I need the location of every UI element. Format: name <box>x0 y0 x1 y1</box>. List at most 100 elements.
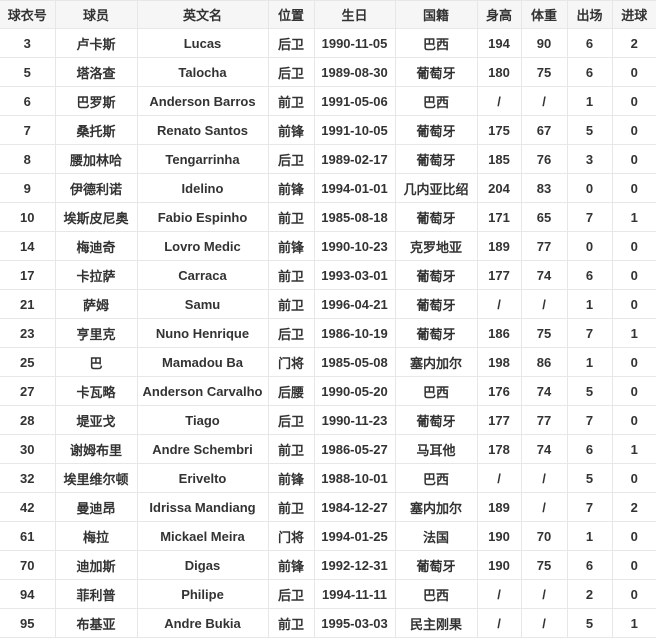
cell-appearances: 1 <box>566 86 613 116</box>
cell-nationality: 法国 <box>394 521 478 551</box>
cell-appearances: 1 <box>566 289 613 319</box>
cell-jersey-number: 14 <box>0 231 56 261</box>
cell-player-name: 卡瓦略 <box>54 376 138 406</box>
cell-birthday: 1989-08-30 <box>313 57 396 87</box>
cell-position: 后卫 <box>267 318 315 348</box>
cell-birthday: 1994-11-11 <box>313 579 396 609</box>
cell-english-name: Digas <box>136 550 269 580</box>
cell-birthday: 1986-05-27 <box>313 434 396 464</box>
col-header-birthday: 生日 <box>313 0 396 29</box>
cell-nationality: 塞内加尔 <box>394 347 478 377</box>
table-row: 3 卢卡斯 Lucas 后卫 1990-11-05 巴西 194 90 6 2 <box>0 28 656 58</box>
cell-goals: 0 <box>611 289 656 319</box>
cell-birthday: 1991-05-06 <box>313 86 396 116</box>
cell-english-name: Mamadou Ba <box>136 347 269 377</box>
cell-nationality: 葡萄牙 <box>394 202 478 232</box>
cell-birthday: 1996-04-21 <box>313 289 396 319</box>
cell-english-name: Lovro Medic <box>136 231 269 261</box>
cell-birthday: 1994-01-01 <box>313 173 396 203</box>
cell-weight: / <box>520 579 568 609</box>
cell-nationality: 几内亚比绍 <box>394 173 478 203</box>
cell-position: 后卫 <box>267 57 315 87</box>
cell-nationality: 巴西 <box>394 376 478 406</box>
cell-jersey-number: 42 <box>0 492 56 522</box>
cell-height: 189 <box>476 231 522 261</box>
table-row: 42 曼迪昂 Idrissa Mandiang 前卫 1984-12-27 塞内加尔 189… <box>0 492 656 522</box>
col-header-english-name: 英文名 <box>136 0 269 29</box>
cell-player-name: 菲利普 <box>54 579 138 609</box>
cell-player-name: 腰加林哈 <box>54 144 138 174</box>
cell-player-name: 曼迪昂 <box>54 492 138 522</box>
cell-player-name: 迪加斯 <box>54 550 138 580</box>
cell-birthday: 1990-05-20 <box>313 376 396 406</box>
cell-nationality: 巴西 <box>394 28 478 58</box>
cell-nationality: 葡萄牙 <box>394 289 478 319</box>
cell-nationality: 葡萄牙 <box>394 550 478 580</box>
cell-player-name: 伊德利诺 <box>54 173 138 203</box>
cell-weight: 77 <box>520 405 568 435</box>
cell-jersey-number: 17 <box>0 260 56 290</box>
cell-english-name: Talocha <box>136 57 269 87</box>
cell-jersey-number: 61 <box>0 521 56 551</box>
col-header-height: 身高 <box>476 0 522 29</box>
cell-player-name: 巴 <box>54 347 138 377</box>
cell-player-name: 埃里维尔顿 <box>54 463 138 493</box>
cell-jersey-number: 21 <box>0 289 56 319</box>
cell-appearances: 3 <box>566 144 613 174</box>
table-row: 95 布基亚 Andre Bukia 前卫 1995-03-03 民主刚果 //5 1 <box>0 608 656 638</box>
table-row: 9 伊德利诺 Idelino 前锋 1994-01-01 几内亚比绍 204 83 0 0 <box>0 173 656 203</box>
cell-appearances: 0 <box>566 173 613 203</box>
cell-birthday: 1989-02-17 <box>313 144 396 174</box>
cell-height: / <box>476 289 522 319</box>
cell-jersey-number: 30 <box>0 434 56 464</box>
cell-english-name: Carraca <box>136 260 269 290</box>
cell-appearances: 7 <box>566 492 613 522</box>
table-row: 27 卡瓦略 Anderson Carvalho 后腰 1990-05-20 巴西 176 7… <box>0 376 656 406</box>
cell-height: 198 <box>476 347 522 377</box>
cell-player-name: 卢卡斯 <box>54 28 138 58</box>
cell-nationality: 塞内加尔 <box>394 492 478 522</box>
cell-jersey-number: 23 <box>0 318 56 348</box>
cell-height: / <box>476 463 522 493</box>
cell-jersey-number: 6 <box>0 86 56 116</box>
cell-nationality: 葡萄牙 <box>394 57 478 87</box>
cell-goals: 1 <box>611 202 656 232</box>
cell-weight: 74 <box>520 376 568 406</box>
cell-height: 190 <box>476 521 522 551</box>
cell-height: 171 <box>476 202 522 232</box>
cell-height: / <box>476 86 522 116</box>
cell-height: 177 <box>476 405 522 435</box>
cell-birthday: 1991-10-05 <box>313 115 396 145</box>
cell-position: 前卫 <box>267 608 315 638</box>
cell-weight: 67 <box>520 115 568 145</box>
cell-appearances: 0 <box>566 231 613 261</box>
cell-nationality: 民主刚果 <box>394 608 478 638</box>
cell-appearances: 6 <box>566 57 613 87</box>
cell-nationality: 巴西 <box>394 463 478 493</box>
cell-english-name: Anderson Carvalho <box>136 376 269 406</box>
cell-height: 185 <box>476 144 522 174</box>
cell-height: 177 <box>476 260 522 290</box>
cell-appearances: 6 <box>566 28 613 58</box>
cell-nationality: 葡萄牙 <box>394 260 478 290</box>
col-header-jersey-number: 球衣号 <box>0 0 56 29</box>
table-row: 32 埃里维尔顿 Erivelto 前锋 1988-10-01 巴西 //5 0 <box>0 463 656 493</box>
cell-height: 176 <box>476 376 522 406</box>
cell-birthday: 1993-03-01 <box>313 260 396 290</box>
cell-goals: 0 <box>611 347 656 377</box>
col-header-position: 位置 <box>267 0 315 29</box>
table-row: 14 梅迪奇 Lovro Medic 前锋 1990-10-23 克罗地亚 189 77 0 0 <box>0 231 656 261</box>
cell-goals: 0 <box>611 173 656 203</box>
cell-goals: 0 <box>611 376 656 406</box>
cell-position: 前卫 <box>267 434 315 464</box>
cell-english-name: Renato Santos <box>136 115 269 145</box>
cell-height: 190 <box>476 550 522 580</box>
cell-weight: 70 <box>520 521 568 551</box>
cell-birthday: 1994-01-25 <box>313 521 396 551</box>
cell-goals: 0 <box>611 463 656 493</box>
cell-position: 前卫 <box>267 202 315 232</box>
cell-position: 后腰 <box>267 376 315 406</box>
cell-jersey-number: 27 <box>0 376 56 406</box>
cell-weight: 75 <box>520 550 568 580</box>
cell-position: 前卫 <box>267 492 315 522</box>
